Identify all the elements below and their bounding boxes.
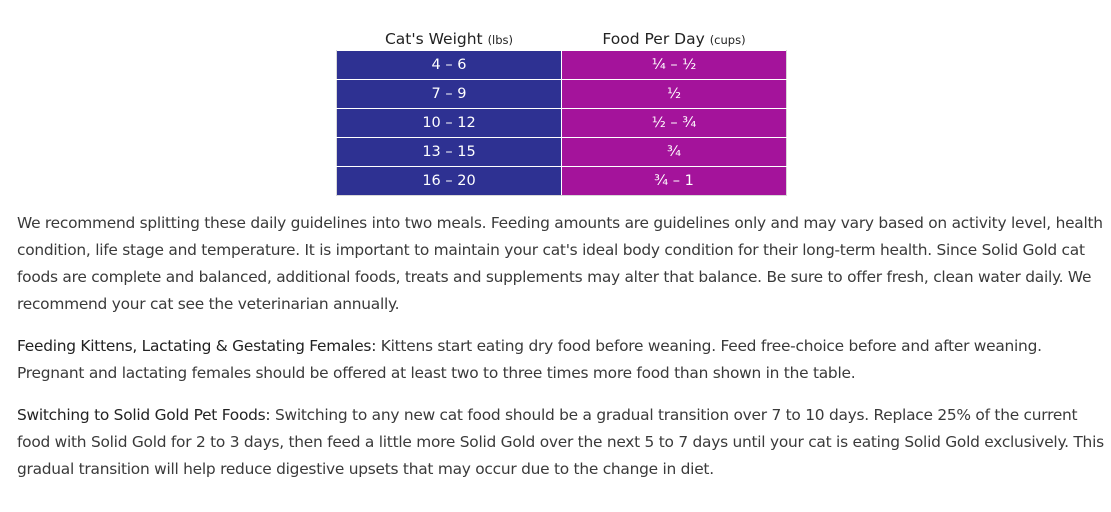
table-row: 10 – 12 ½ – ¾: [336, 108, 787, 138]
food-cell: ¼ – ½: [561, 50, 787, 80]
food-header-label: Food Per Day: [602, 30, 705, 48]
food-cell: ½ – ¾: [561, 108, 787, 138]
feeding-guide-table: Cat's Weight (lbs) Food Per Day (cups) 4…: [336, 22, 787, 196]
weight-header-label: Cat's Weight: [384, 30, 483, 48]
food-cell: ¾ – 1: [561, 166, 787, 196]
feeding-guidelines-text: We recommend splitting these daily guide…: [17, 210, 1107, 498]
table-row: 4 – 6 ¼ – ½: [336, 50, 787, 80]
switching-lead: Switching to Solid Gold Pet Foods:: [17, 406, 271, 424]
weight-cell: 4 – 6: [336, 50, 562, 80]
switching-body: Switching to any new cat food should be …: [17, 406, 1104, 478]
intro-paragraph: We recommend splitting these daily guide…: [17, 214, 1103, 313]
weight-cell: 16 – 20: [336, 166, 562, 196]
food-cell: ½: [561, 79, 787, 109]
table-row: 16 – 20 ¾ – 1: [336, 166, 787, 196]
table-row: 13 – 15 ¾: [336, 137, 787, 167]
table-header-row: Cat's Weight (lbs) Food Per Day (cups): [337, 22, 787, 51]
kittens-paragraph: Feeding Kittens, Lactating & Gestating F…: [17, 333, 1107, 387]
food-header-unit: (cups): [709, 33, 746, 47]
switching-paragraph: Switching to Solid Gold Pet Foods: Switc…: [17, 402, 1107, 483]
weight-cell: 13 – 15: [336, 137, 562, 167]
table-row: 7 – 9 ½: [336, 79, 787, 109]
food-cell: ¾: [561, 137, 787, 167]
weight-cell: 7 – 9: [336, 79, 562, 109]
food-column-header: Food Per Day (cups): [562, 22, 787, 51]
weight-header-unit: (lbs): [487, 33, 514, 47]
weight-cell: 10 – 12: [336, 108, 562, 138]
kittens-lead: Feeding Kittens, Lactating & Gestating F…: [17, 337, 377, 355]
weight-column-header: Cat's Weight (lbs): [337, 22, 562, 51]
kittens-body: Kittens start eating dry food before wea…: [17, 337, 1042, 382]
